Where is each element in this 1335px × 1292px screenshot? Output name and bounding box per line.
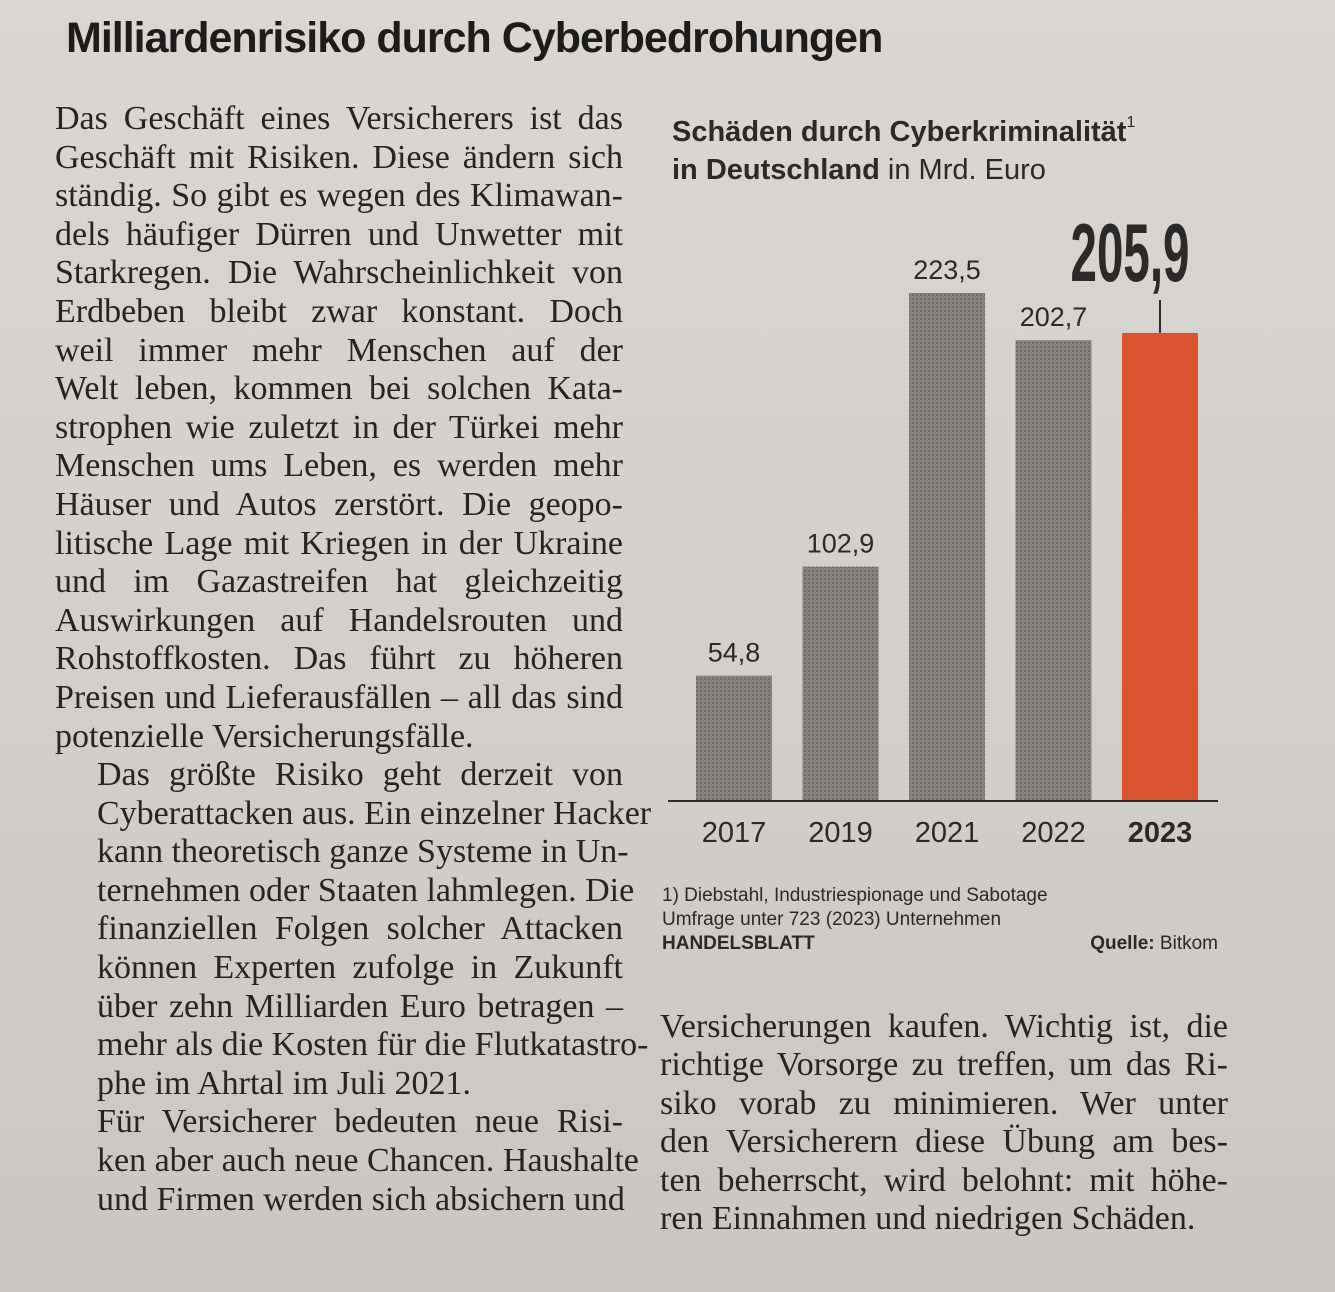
source-label: Quelle: (1090, 933, 1155, 954)
article-headline: Milliardenrisiko durch Cyberbedrohungen (66, 14, 883, 62)
text-line: Das Geschäft eines Versicherers ist das (55, 100, 623, 137)
text-line: Für Versicherer bedeuten neue Risi- (97, 1103, 623, 1141)
text-line: richtige Vorsorge zu treffen, um das Ri- (660, 1046, 1228, 1084)
value-label-2022: 202,7 (1020, 302, 1088, 332)
chart-title-main: Schäden durch Cyberkriminalität (672, 116, 1127, 148)
bar-2022 (1015, 340, 1092, 800)
value-label-2017: 54,8 (708, 638, 761, 668)
category-label-2022: 2022 (1021, 817, 1086, 849)
article-right-column: Versicherungen kaufen. Wichtig ist, die r… (660, 1008, 1228, 1238)
category-label-2021: 2021 (915, 817, 980, 849)
chart-title-footnote-mark: 1 (1126, 114, 1136, 131)
value-label-2023: 205,9 (1071, 208, 1190, 300)
chart-title-unit: in Mrd. Euro (879, 154, 1046, 186)
article-left-column: Das Geschäft eines Versicherers ist das G… (55, 100, 652, 1219)
text-line: Das größte Risiko geht derzeit von (97, 756, 623, 794)
text-line: Menschen ums Leben, es werden mehr (55, 447, 623, 485)
article-paragraph: Das größte Risiko geht derzeit von Cybera… (55, 756, 652, 1103)
article-paragraph: Für Versicherer bedeuten neue Risi-ken a… (55, 1103, 639, 1219)
text-line: über zehn Milliarden Euro betragen – (97, 987, 623, 1025)
text-line: Auswirkungen auf Handelsrouten und (55, 601, 623, 639)
footnote-1: 1) Diebstahl, Industriespionage und Sabo… (662, 885, 1048, 906)
text-line: Rohstoffkosten. Das führt zu höheren (55, 640, 623, 678)
article-paragraph: Versicherungen kaufen. Wichtig ist, die r… (660, 1008, 1228, 1238)
text-line: finanziellen Folgen solcher Attacken (97, 910, 623, 948)
footnote-survey: Umfrage unter 723 (2023) Unternehmen (662, 909, 1002, 930)
text-line: den Versicherern diese Übung am bes- (660, 1123, 1228, 1161)
article-paragraph: Das Geschäft eines Versicherers ist das G… (55, 100, 623, 756)
bar-2023 (1122, 332, 1198, 800)
bar-2021 (909, 293, 985, 800)
text-line: können Experten zufolge in Zukunft (97, 949, 623, 987)
chart-source: Quelle: Bitkom (1090, 932, 1218, 956)
value-label-2019: 102,9 (807, 529, 875, 559)
text-line: Welt leben, kommen bei solchen Kata- (55, 370, 623, 408)
chart-footnotes: 1) Diebstahl, Industriespionage und Sabo… (662, 884, 1232, 956)
category-label-2023: 2023 (1128, 817, 1193, 849)
text-line: strophen wie zuletzt in der Türkei mehr (55, 408, 623, 446)
text-line: Versicherungen kaufen. Wichtig ist, die (660, 1008, 1228, 1045)
text-line: kann theoretisch ganze Systeme in Un- (97, 833, 629, 871)
chart-title-region: in Deutschland (672, 154, 880, 186)
text-line: litische Lage mit Kriegen in der Ukraine (55, 524, 623, 562)
category-label-2019: 2019 (808, 817, 873, 849)
bar-chart: 54,8 2017 102,9 2019 223,5 2021 202,7 2022 205,9… (668, 208, 1218, 849)
text-line: Preisen und Lieferausfällen – all das si… (55, 678, 623, 716)
text-line: ternehmen oder Staaten lahmlegen. Die (97, 871, 635, 909)
text-line: und Firmen werden sich absichern und (97, 1180, 625, 1218)
text-line: und im Gazastreifen hat gleichzeitig (55, 563, 623, 601)
text-line: ren Einnahmen und niedrigen Schäden. (660, 1200, 1196, 1238)
bar-2017 (696, 675, 772, 800)
chart-title: Schäden durch Cyberkriminalität1 in Deut… (672, 104, 1232, 189)
text-line: dels häufiger Dürren und Unwetter mit (55, 215, 623, 253)
text-line: mehr als die Kosten für die Flutkatastro… (97, 1026, 649, 1064)
bar-2019 (802, 566, 879, 800)
category-label-2017: 2017 (702, 817, 767, 849)
text-line: ken aber auch neue Chancen. Haushalte (97, 1142, 639, 1180)
text-line: ständig. So gibt es wegen des Klimawan- (55, 177, 623, 215)
text-line: Geschäft mit Risiken. Diese ändern sich (55, 138, 623, 176)
text-line: phe im Ahrtal im Juli 2021. (97, 1064, 471, 1102)
text-line: Starkregen. Die Wahrscheinlichkeit von (55, 254, 623, 292)
source-value: Bitkom (1154, 933, 1218, 954)
text-line: ten beherrscht, wird belohnt: mit höhe- (660, 1161, 1228, 1199)
publisher-brand: HANDELSBLATT (662, 933, 815, 954)
text-line: Cyberattacken aus. Ein einzelner Hacker (97, 794, 652, 832)
text-line: potenzielle Versicherungsfälle. (55, 717, 474, 755)
text-line: Erdbeben bleibt zwar konstant. Doch (55, 292, 623, 330)
text-line: siko vorab zu minimieren. Wer unter (660, 1084, 1228, 1122)
value-label-2021: 223,5 (913, 255, 981, 285)
text-line: weil immer mehr Menschen auf der (55, 331, 623, 369)
text-line: Häuser und Autos zerstört. Die geopo- (55, 485, 623, 523)
